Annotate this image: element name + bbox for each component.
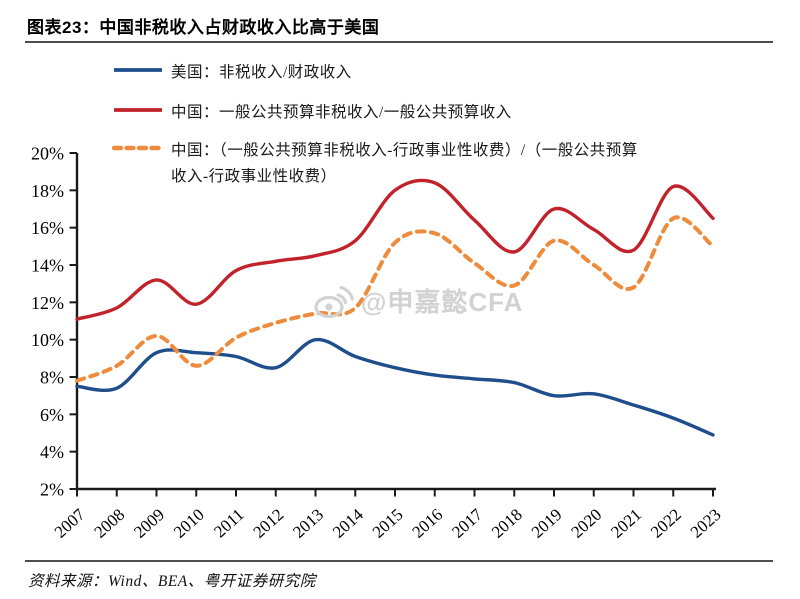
source-note: 资料来源：Wind、BEA、粤开证券研究院 bbox=[28, 573, 316, 590]
y-tick-label: 4% bbox=[40, 442, 64, 462]
x-tick-label: 2012 bbox=[249, 505, 287, 542]
series-line-2 bbox=[75, 215, 715, 383]
watermark-text: @申嘉懿CFA bbox=[361, 287, 524, 317]
x-tick-label: 2023 bbox=[687, 505, 725, 542]
x-tick-label: 2022 bbox=[647, 505, 685, 542]
x-tick-label: 2020 bbox=[567, 505, 605, 542]
axes bbox=[75, 153, 716, 491]
x-tick-label: 2019 bbox=[528, 505, 566, 542]
x-tick-label: 2011 bbox=[210, 505, 248, 541]
y-tick-label: 14% bbox=[31, 256, 64, 276]
x-tick-label: 2014 bbox=[329, 505, 367, 542]
y-tick-label: 10% bbox=[31, 330, 64, 350]
x-tick-label: 2007 bbox=[51, 505, 89, 542]
figure-title: 图表23：中国非税收入占财政收入比高于美国 bbox=[27, 18, 380, 37]
x-tick-label: 2009 bbox=[130, 505, 168, 542]
legend-swatch-china-adjusted bbox=[111, 140, 165, 158]
x-tick-label: 2008 bbox=[90, 505, 128, 542]
legend-swatch-china-nontax bbox=[112, 102, 164, 120]
x-tick-label: 2013 bbox=[289, 505, 327, 542]
legend-label-line1: 中国：（一般公共预算非税收入-行政事业性收费）/（一般公共预算 bbox=[171, 142, 638, 159]
footer-divider bbox=[25, 560, 773, 562]
legend-label-china-nontax: 中国：一般公共预算非税收入/一般公共预算收入 bbox=[171, 104, 512, 121]
weibo-icon bbox=[314, 285, 354, 318]
series-line-1 bbox=[75, 178, 715, 321]
legend-label-line2: 收入-行政事业性收费） bbox=[171, 168, 337, 185]
x-tick-label: 2016 bbox=[408, 505, 446, 542]
title-divider bbox=[25, 41, 773, 43]
y-tick-label: 12% bbox=[31, 293, 64, 313]
legend-label-us: 美国：非税收入/财政收入 bbox=[171, 64, 352, 81]
y-tick-label: 20% bbox=[31, 144, 64, 164]
x-tick-label: 2015 bbox=[369, 505, 407, 542]
legend-label-china-adjusted: 中国：（一般公共预算非税收入-行政事业性收费）/（一般公共预算 收入-行政事业性收… bbox=[171, 138, 638, 190]
legend-item-china-nontax: 中国：一般公共预算非税收入/一般公共预算收入 bbox=[112, 100, 512, 126]
y-tick-label: 2% bbox=[40, 480, 64, 500]
series-line-0 bbox=[75, 337, 715, 437]
y-tick-label: 6% bbox=[40, 405, 64, 425]
x-tick-label: 2010 bbox=[170, 505, 208, 542]
legend-swatch-us bbox=[112, 62, 164, 80]
legend-item-us: 美国：非税收入/财政收入 bbox=[112, 60, 352, 86]
x-tick-label: 2021 bbox=[607, 505, 645, 542]
x-tick-label: 2018 bbox=[488, 505, 526, 542]
y-tick-label: 16% bbox=[31, 218, 64, 238]
watermark: @申嘉懿CFA bbox=[314, 282, 523, 319]
y-tick-label: 8% bbox=[40, 368, 64, 388]
legend-item-china-adjusted: 中国：（一般公共预算非税收入-行政事业性收费）/（一般公共预算 收入-行政事业性收… bbox=[111, 138, 638, 190]
x-tick-label: 2017 bbox=[448, 505, 486, 542]
y-tick-label: 18% bbox=[31, 181, 64, 201]
